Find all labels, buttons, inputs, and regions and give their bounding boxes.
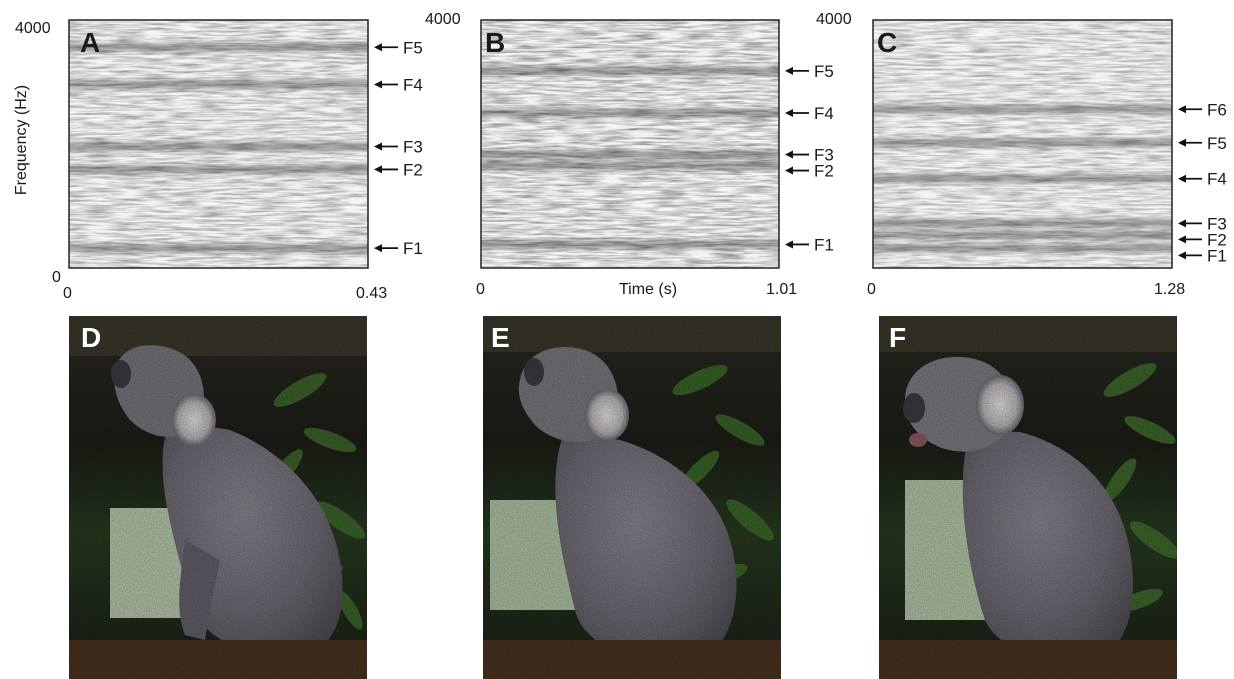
formant-arrowhead-a-f3 bbox=[374, 142, 382, 151]
formant-arrowhead-c-f6 bbox=[1178, 105, 1186, 114]
formant-label-b-f2: F2 bbox=[814, 162, 834, 181]
formant-label-a-f4: F4 bbox=[403, 75, 423, 94]
formant-label-b-f3: F3 bbox=[814, 146, 834, 165]
formant-label-b-f1: F1 bbox=[814, 235, 834, 254]
y-tick-top-c: 4000 bbox=[816, 11, 852, 28]
formant-band-a-f5 bbox=[69, 44, 368, 50]
spectrogram-b-noise bbox=[481, 20, 779, 268]
x-tick-end-b: 1.01 bbox=[766, 281, 797, 298]
x-tick-end-a: 0.43 bbox=[356, 285, 387, 302]
formant-label-a-f2: F2 bbox=[403, 160, 423, 179]
formant-label-c-f4: F4 bbox=[1207, 170, 1227, 189]
formant-markers-a: F5 F4 F3 F2 F1 bbox=[374, 38, 423, 258]
formant-band-a-f3 bbox=[69, 143, 368, 149]
spectrogram-a-frame bbox=[68, 19, 369, 269]
formant-arrowhead-a-f2 bbox=[374, 165, 382, 174]
formant-band-b-f2 bbox=[481, 163, 779, 169]
formant-arrowhead-c-f5 bbox=[1178, 138, 1186, 147]
panel-letter-a: A bbox=[80, 27, 100, 58]
photo-d-grain bbox=[69, 316, 367, 679]
x-tick-start-c: 0 bbox=[867, 281, 876, 298]
spectrogram-b-frame bbox=[480, 19, 780, 269]
formant-arrowhead-c-f4 bbox=[1178, 174, 1186, 183]
formant-band-b-f4 bbox=[481, 110, 779, 116]
formant-arrowhead-c-f1 bbox=[1178, 251, 1186, 260]
formant-bands-a bbox=[69, 44, 368, 251]
x-tick-end-c: 1.28 bbox=[1154, 281, 1185, 298]
formant-label-a-f3: F3 bbox=[403, 137, 423, 156]
formant-label-b-f5: F5 bbox=[814, 62, 834, 81]
formant-label-a-f1: F1 bbox=[403, 239, 423, 258]
formant-arrowhead-c-f3 bbox=[1178, 219, 1186, 228]
panel-letter-c: C bbox=[877, 27, 897, 58]
formant-band-a-f1 bbox=[69, 245, 368, 251]
y-axis-label: Frequency (Hz) bbox=[13, 85, 30, 195]
formant-band-c-f5 bbox=[873, 140, 1172, 146]
koala-photo-f: F bbox=[879, 316, 1177, 679]
spectrogram-c-frame bbox=[872, 19, 1173, 269]
panel-letter-d: D bbox=[81, 322, 101, 353]
formant-band-c-f2 bbox=[873, 232, 1172, 238]
formant-label-c-f1: F1 bbox=[1207, 246, 1227, 265]
y-tick-bottom-a: 0 bbox=[52, 269, 61, 286]
koala-photo-d: D bbox=[69, 316, 367, 679]
formant-bands-b bbox=[481, 68, 779, 247]
formant-label-c-f2: F2 bbox=[1207, 230, 1227, 249]
x-axis-label: Time (s) bbox=[619, 281, 677, 298]
formant-arrowhead-a-f4 bbox=[374, 80, 382, 89]
formant-band-a-f4 bbox=[69, 81, 368, 87]
formant-label-c-f3: F3 bbox=[1207, 214, 1227, 233]
formant-band-c-f1 bbox=[873, 245, 1172, 251]
formant-band-a-f2 bbox=[69, 166, 368, 172]
formant-label-c-f5: F5 bbox=[1207, 134, 1227, 153]
formant-label-a-f5: F5 bbox=[403, 38, 423, 57]
formant-label-c-f6: F6 bbox=[1207, 100, 1227, 119]
formant-arrowhead-b-f1 bbox=[785, 240, 793, 249]
formant-band-b-f3 bbox=[481, 152, 779, 158]
panel-letter-b: B bbox=[485, 27, 505, 58]
formant-band-c-f4 bbox=[873, 176, 1172, 182]
formant-arrowhead-b-f2 bbox=[785, 166, 793, 175]
photo-f-grain bbox=[879, 316, 1177, 679]
y-tick-top-a: 4000 bbox=[15, 20, 51, 37]
spectrogram-panel-a: A 4000 0 0 0.43 Frequency (Hz) F5F4F3F2F… bbox=[13, 19, 423, 302]
formant-arrowhead-a-f1 bbox=[374, 244, 382, 253]
formant-arrowhead-b-f5 bbox=[785, 66, 793, 75]
x-tick-start-b: 0 bbox=[476, 281, 485, 298]
formant-band-c-f6 bbox=[873, 106, 1172, 112]
formant-band-b-f5 bbox=[481, 68, 779, 74]
panel-letter-e: E bbox=[491, 322, 510, 353]
formant-band-c-f3 bbox=[873, 220, 1172, 226]
formant-arrowhead-a-f5 bbox=[374, 43, 382, 52]
formant-arrowhead-c-f2 bbox=[1178, 235, 1186, 244]
y-tick-top-b: 4000 bbox=[425, 11, 461, 28]
formant-bands-c bbox=[873, 106, 1172, 251]
formant-arrowhead-b-f4 bbox=[785, 109, 793, 117]
photo-e-grain bbox=[483, 316, 781, 679]
koala-photo-e: E bbox=[483, 316, 781, 679]
formant-arrowhead-b-f3 bbox=[785, 150, 793, 159]
formant-label-b-f4: F4 bbox=[814, 104, 834, 123]
x-tick-start-a: 0 bbox=[63, 285, 72, 302]
panel-letter-f: F bbox=[889, 322, 906, 353]
formant-band-b-f1 bbox=[481, 241, 779, 247]
